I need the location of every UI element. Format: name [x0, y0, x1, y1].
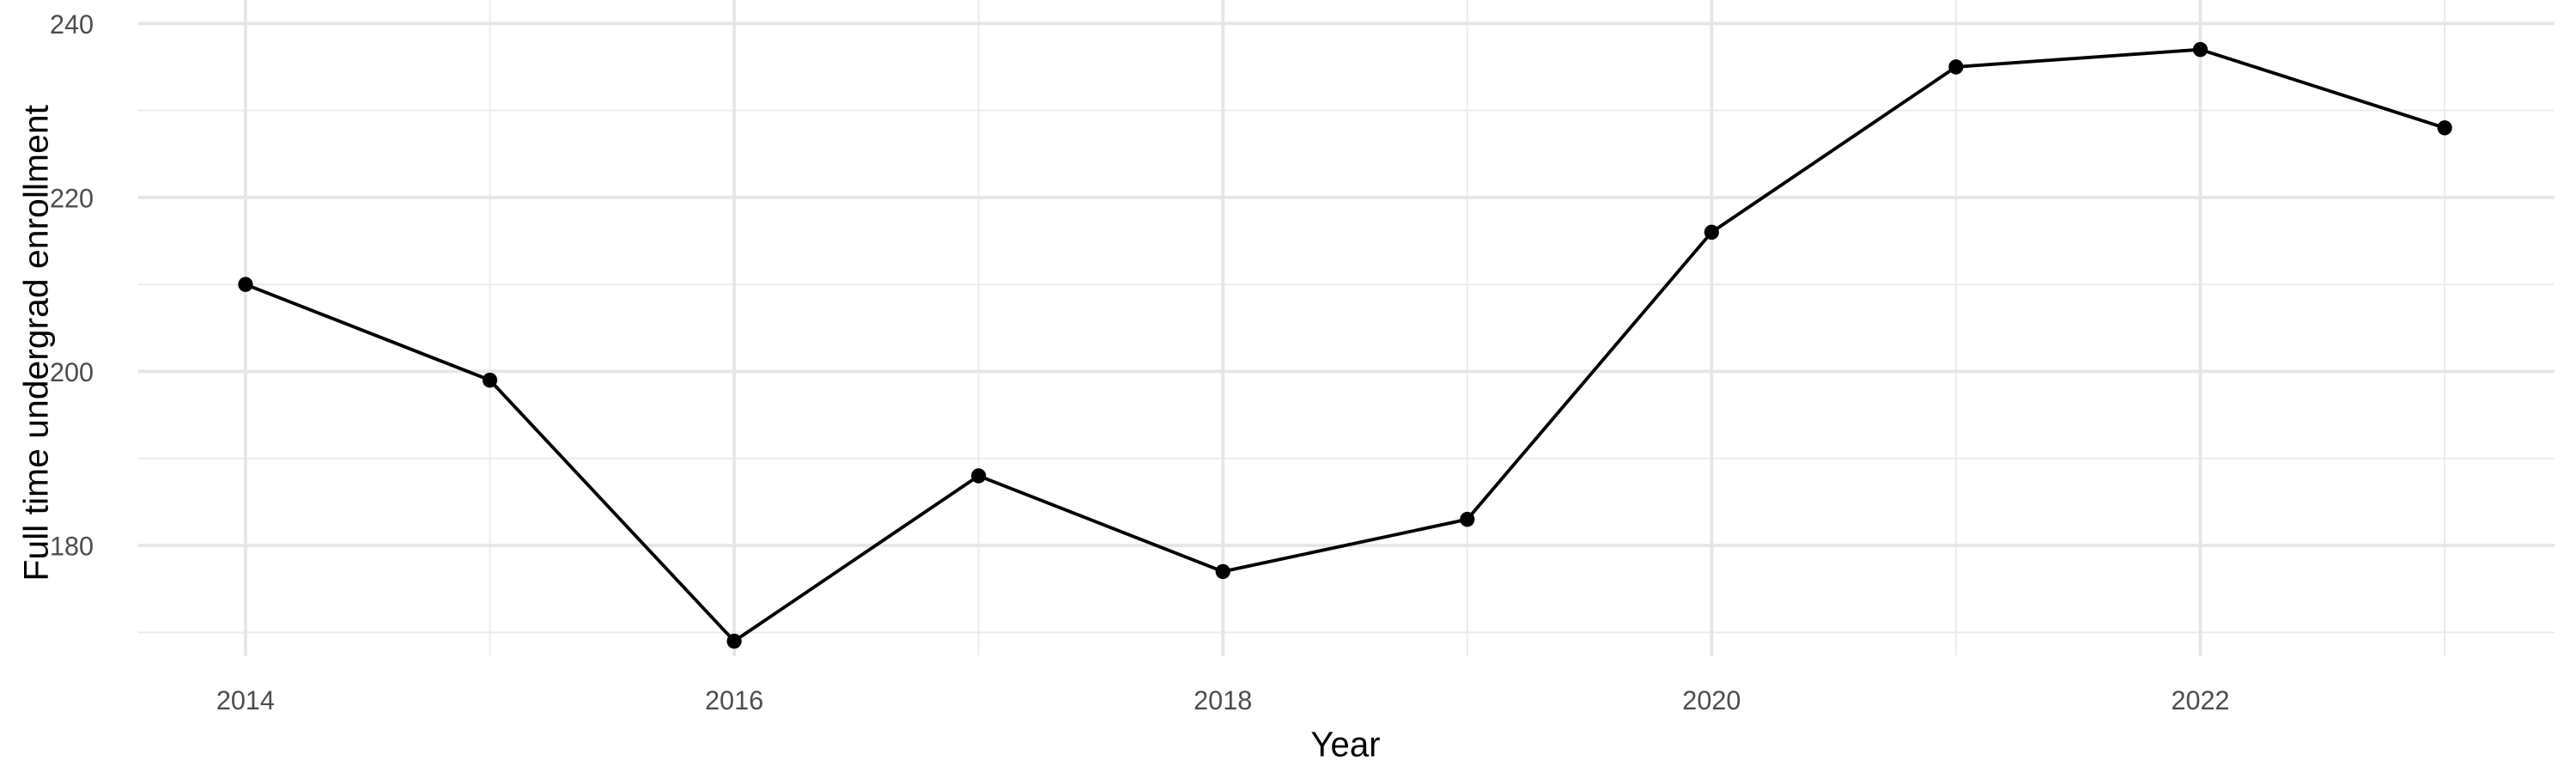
data-point — [971, 468, 987, 484]
series — [238, 41, 2452, 649]
x-tick-label: 2020 — [1682, 685, 1741, 715]
y-axis-label: Full time undergrad enrollment — [16, 105, 56, 581]
data-point — [1704, 224, 1719, 240]
tick-labels: 180 200 220 240 2014 2016 2018 2020 2022 — [50, 9, 2230, 715]
x-tick-label: 2022 — [2171, 685, 2229, 715]
data-point — [238, 277, 253, 292]
y-tick-label: 180 — [50, 532, 94, 562]
data-point — [2192, 41, 2208, 58]
data-point — [2437, 120, 2452, 136]
data-point — [482, 372, 498, 388]
x-axis-label: Year — [1310, 724, 1380, 764]
y-tick-label: 200 — [50, 357, 94, 387]
x-tick-label: 2016 — [705, 685, 763, 715]
y-tick-label: 220 — [50, 183, 94, 213]
x-tick-label: 2014 — [216, 685, 275, 715]
x-tick-label: 2018 — [1194, 685, 1252, 715]
grid — [137, 0, 2555, 656]
data-point — [1948, 59, 1964, 75]
data-point — [1215, 563, 1230, 580]
data-point — [1460, 511, 1475, 527]
y-tick-label: 240 — [50, 9, 94, 40]
series-line — [245, 47, 2445, 644]
data-point — [726, 633, 742, 649]
